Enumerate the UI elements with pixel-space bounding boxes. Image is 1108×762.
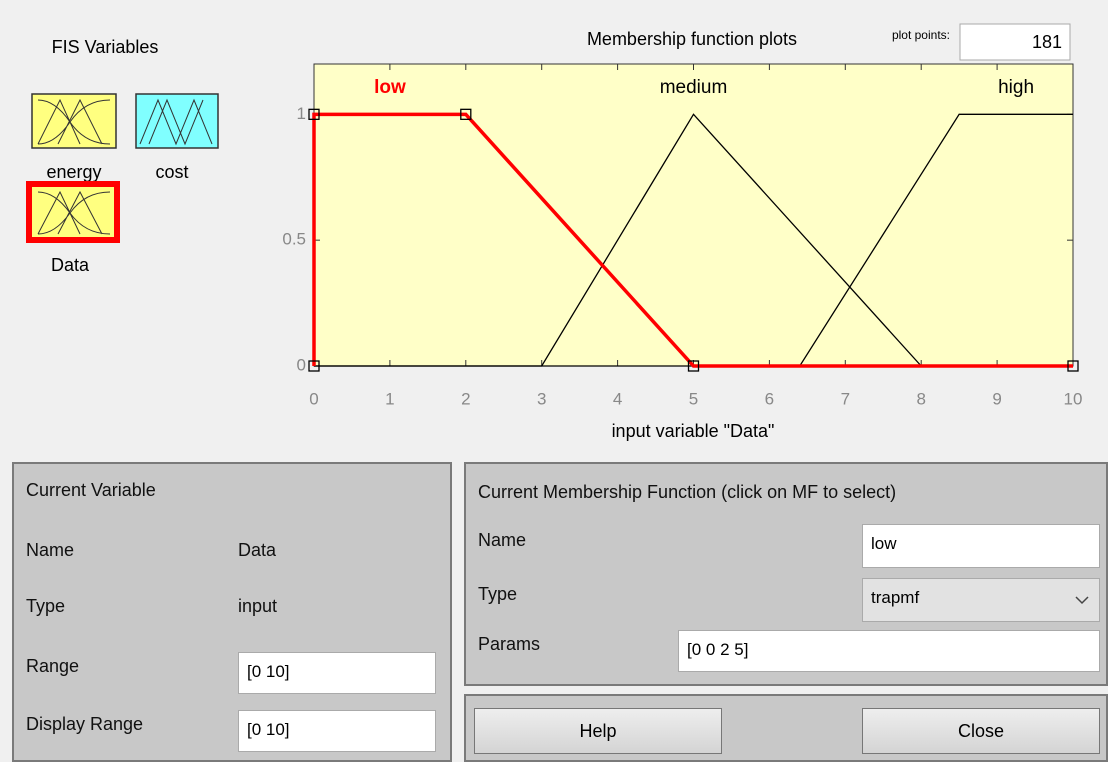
field-label: Display Range bbox=[26, 714, 144, 734]
x-tick-label: 2 bbox=[461, 389, 470, 408]
icon-box bbox=[135, 93, 219, 149]
x-tick-label: 0 bbox=[309, 389, 318, 408]
var-icon-data[interactable] bbox=[26, 181, 120, 243]
icon-glyph bbox=[37, 98, 111, 145]
dropdown-arrow bbox=[1075, 596, 1089, 605]
mf-curve bbox=[314, 113, 1073, 367]
x-tick-label: 10 bbox=[1064, 389, 1083, 408]
close-button[interactable]: Close bbox=[862, 708, 1100, 754]
top-area: FIS Variables energy cost Data Membershi… bbox=[26, 23, 1083, 441]
x-tick-label: 5 bbox=[689, 389, 698, 408]
field-value: Data bbox=[238, 540, 277, 560]
plot-points-label: plot points: bbox=[892, 28, 950, 42]
field-label: Type bbox=[478, 584, 518, 604]
icon-glyph bbox=[139, 98, 213, 146]
field-label: Name bbox=[478, 530, 527, 550]
help-button[interactable]: Help bbox=[474, 708, 722, 754]
x-tick-label: 6 bbox=[765, 389, 774, 408]
var-label: cost bbox=[155, 162, 188, 182]
plot-points-field[interactable] bbox=[959, 23, 1071, 61]
x-tick-label: 1 bbox=[385, 389, 394, 408]
field-value: input bbox=[238, 596, 278, 616]
y-tick-label: 0 bbox=[297, 355, 306, 374]
x-tick-label: 9 bbox=[992, 389, 1001, 408]
mf-vertex bbox=[308, 360, 320, 372]
fis-title: FIS Variables bbox=[52, 37, 159, 57]
y-tick-label: 0.5 bbox=[282, 230, 306, 249]
mf-vertex bbox=[460, 108, 472, 120]
range-field[interactable]: [0 10] bbox=[238, 652, 436, 694]
mf-params-field[interactable]: [0 0 2 5] bbox=[678, 630, 1100, 672]
icon-box bbox=[31, 93, 117, 149]
mf-name-field[interactable]: low bbox=[862, 524, 1100, 568]
field-label: Range bbox=[26, 656, 80, 676]
button-panel: Help Close bbox=[464, 694, 1108, 762]
mf-vertex bbox=[687, 360, 700, 372]
mf-vertex bbox=[308, 108, 320, 120]
mf-type-select[interactable]: trapmf bbox=[862, 578, 1100, 622]
var-label: Data bbox=[51, 255, 90, 275]
x-tick-label: 3 bbox=[537, 389, 546, 408]
x-tick-label: 4 bbox=[613, 389, 622, 408]
mf-label: low bbox=[374, 77, 406, 98]
mf-vertex bbox=[1067, 360, 1079, 372]
x-axis-label: input variable "Data" bbox=[612, 421, 775, 441]
var-icon-energy[interactable] bbox=[31, 93, 117, 149]
y-tick-label: 1 bbox=[297, 104, 306, 123]
chart-title: Membership function plots bbox=[587, 29, 797, 49]
var-label: energy bbox=[46, 162, 101, 182]
mf-curve bbox=[312, 112, 1073, 368]
field-label: Params bbox=[478, 634, 541, 654]
var-icon-cost[interactable] bbox=[135, 93, 219, 149]
icon-glyph bbox=[37, 190, 111, 235]
current-mf-panel: Current Membership Function (click on MF… bbox=[464, 462, 1108, 686]
icon-box bbox=[26, 181, 120, 243]
field-label: Name bbox=[26, 540, 75, 560]
panel-title: Current Variable bbox=[26, 480, 156, 500]
x-tick-label: 8 bbox=[916, 389, 925, 408]
current-variable-panel: Current Variable Name Data Type input Ra… bbox=[12, 462, 452, 762]
mf-label: high bbox=[998, 77, 1034, 98]
panel-title: Current Membership Function (click on MF… bbox=[478, 482, 897, 502]
plot-area[interactable] bbox=[313, 63, 1074, 367]
field-label: Type bbox=[26, 596, 66, 616]
display-range-field[interactable]: [0 10] bbox=[238, 710, 436, 752]
mf-label: medium bbox=[660, 77, 728, 98]
x-tick-label: 7 bbox=[841, 389, 850, 408]
plot-points-value: 181 bbox=[1032, 32, 1062, 52]
